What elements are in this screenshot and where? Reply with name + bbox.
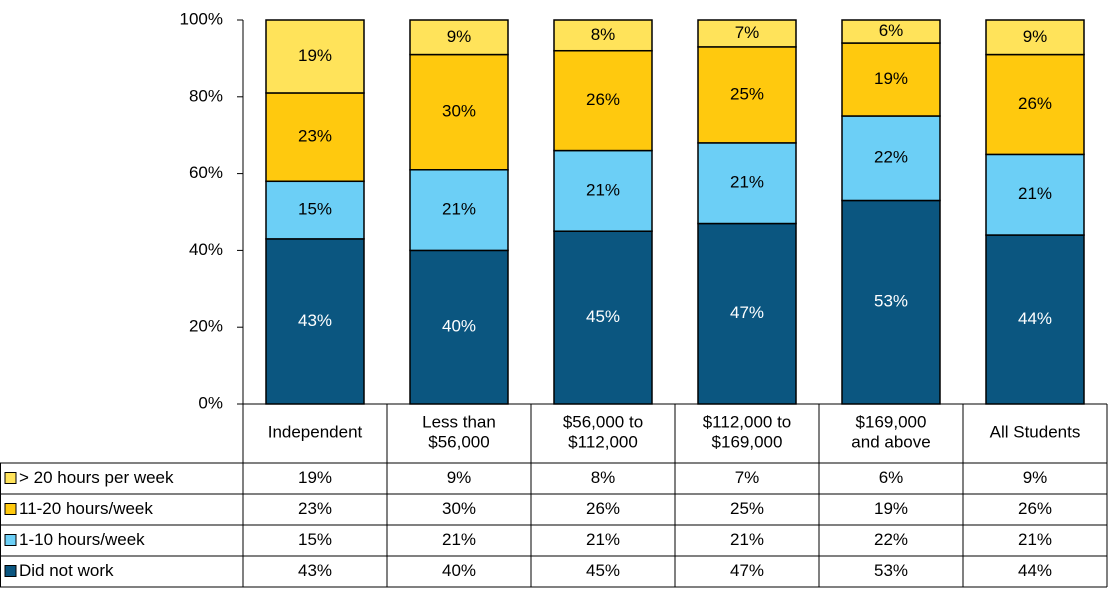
bar-segment <box>841 115 941 202</box>
bar-segment <box>553 19 653 52</box>
value-label: 30% <box>442 102 476 121</box>
value-label: 7% <box>735 23 760 42</box>
table-cell: 7% <box>735 468 760 487</box>
y-tick-label: 100% <box>180 9 223 28</box>
x-tick-label-line: $56,000 <box>428 433 489 452</box>
value-label: 9% <box>447 27 472 46</box>
x-tick-label-line: $112,000 <box>568 433 638 452</box>
table-cell: 21% <box>730 530 764 549</box>
table-cell: 19% <box>298 468 332 487</box>
table-cell: 15% <box>298 530 332 549</box>
legend-label: > 20 hours per week <box>19 468 174 487</box>
table-cell: 9% <box>447 468 472 487</box>
table-cell: 47% <box>730 561 764 580</box>
legend-label: 1-10 hours/week <box>19 530 145 549</box>
bar-segment <box>841 199 941 405</box>
table-cell: 23% <box>298 499 332 518</box>
x-tick-label-line: $56,000 to <box>563 413 643 432</box>
bar-segment <box>841 19 941 44</box>
table-cell: 9% <box>1023 468 1048 487</box>
x-tick-label-line: $169,000 <box>856 413 927 432</box>
value-label: 9% <box>1023 27 1048 46</box>
bar-segment <box>265 19 365 94</box>
table-cell: 26% <box>1018 499 1052 518</box>
table-cell: 21% <box>442 530 476 549</box>
table-cell: 26% <box>586 499 620 518</box>
bar-segment <box>553 149 653 232</box>
table-cell: 44% <box>1018 561 1052 580</box>
value-label: 19% <box>874 69 908 88</box>
bar-segment <box>265 180 365 240</box>
table-cell: 43% <box>298 561 332 580</box>
bar-segment <box>985 53 1085 156</box>
table-cell: 45% <box>586 561 620 580</box>
bar-segment <box>697 19 797 48</box>
y-tick-label: 20% <box>189 317 223 336</box>
bar-segment <box>985 19 1085 56</box>
y-tick-label: 40% <box>189 240 223 259</box>
bar-segment <box>697 142 797 225</box>
legend-label: 11-20 hours/week <box>19 499 153 518</box>
value-label: 21% <box>1018 184 1052 203</box>
x-tick-label-line: $169,000 <box>712 433 783 452</box>
bar-segment <box>697 222 797 405</box>
bar-segment <box>985 234 1085 405</box>
value-label: 40% <box>442 317 476 336</box>
table-cell: 53% <box>874 561 908 580</box>
legend-label: Did not work <box>19 561 114 580</box>
bar-segment <box>409 19 509 56</box>
table-cell: 40% <box>442 561 476 580</box>
value-label: 26% <box>586 90 620 109</box>
bar-segment <box>553 49 653 152</box>
bar-segment <box>409 169 509 252</box>
x-tick-label: Independent <box>268 423 363 442</box>
y-tick-label: 60% <box>189 163 223 182</box>
table-cell: 30% <box>442 499 476 518</box>
value-label: 21% <box>586 180 620 199</box>
table-cell: 25% <box>730 499 764 518</box>
value-label: 26% <box>1018 94 1052 113</box>
legend-swatch <box>4 534 17 546</box>
value-label: 15% <box>298 200 332 219</box>
x-tick-label: $169,000 and above <box>851 413 930 452</box>
x-tick-label: Less than $56,000 <box>422 413 496 452</box>
table-cell: 8% <box>591 468 616 487</box>
bar-segment <box>697 46 797 144</box>
y-tick-label: 80% <box>189 86 223 105</box>
x-tick-label-line: and above <box>851 433 930 452</box>
value-label: 44% <box>1018 309 1052 328</box>
y-tick-label: 0% <box>198 393 223 412</box>
table-cell: 22% <box>874 530 908 549</box>
value-label: 19% <box>298 46 332 65</box>
value-label: 43% <box>298 311 332 330</box>
x-tick-label-line: All Students <box>990 423 1081 442</box>
table-cell: 6% <box>879 468 904 487</box>
bar-segment <box>409 53 509 171</box>
x-tick-label: $56,000 to $112,000 <box>563 413 643 452</box>
legend-swatch <box>4 565 17 577</box>
x-tick-label: All Students <box>990 423 1081 442</box>
value-label: 45% <box>586 307 620 326</box>
x-tick-label-line: Less than <box>422 413 496 432</box>
table-cell: 19% <box>874 499 908 518</box>
x-tick-label-line: Independent <box>268 423 363 442</box>
legend-swatch <box>4 503 17 515</box>
value-label: 6% <box>879 21 904 40</box>
value-label: 8% <box>591 25 616 44</box>
table-cell: 21% <box>1018 530 1052 549</box>
x-tick-label-line: $112,000 to <box>703 413 792 432</box>
x-tick-label: $112,000 to $169,000 <box>703 413 792 452</box>
value-label: 25% <box>730 84 764 103</box>
value-label: 22% <box>874 148 908 167</box>
table-cell: 21% <box>586 530 620 549</box>
value-label: 47% <box>730 303 764 322</box>
value-label: 23% <box>298 127 332 146</box>
bar-segment <box>409 249 509 405</box>
legend-swatch <box>4 472 17 484</box>
value-label: 21% <box>442 200 476 219</box>
bar-segment <box>265 92 365 183</box>
value-label: 21% <box>730 173 764 192</box>
value-label: 53% <box>874 292 908 311</box>
